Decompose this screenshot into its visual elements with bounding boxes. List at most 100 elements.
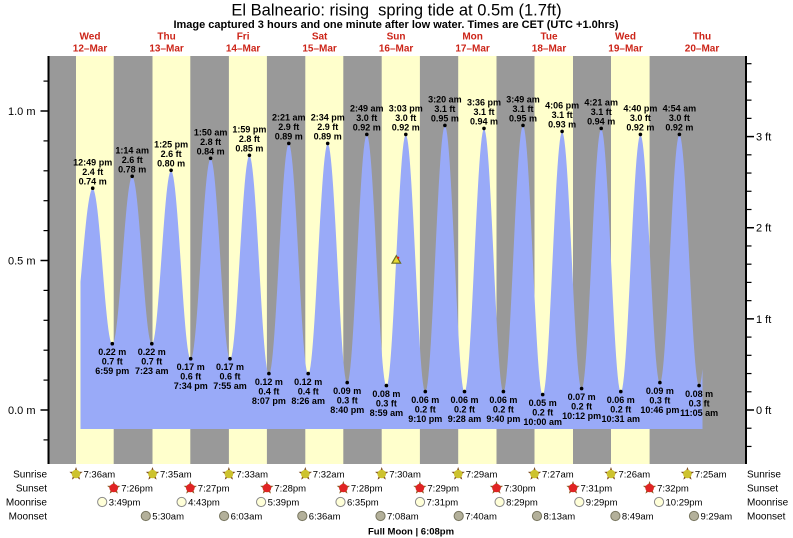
svg-text:Sunrise: Sunrise — [747, 470, 781, 481]
svg-text:0.4 ft: 0.4 ft — [258, 387, 279, 397]
svg-text:2:49 am: 2:49 am — [350, 104, 384, 114]
svg-text:2.6 ft: 2.6 ft — [161, 149, 182, 159]
svg-text:2.9 ft: 2.9 ft — [317, 122, 338, 132]
svg-text:5:39pm: 5:39pm — [268, 498, 300, 509]
svg-text:Thu: Thu — [157, 32, 175, 43]
svg-text:0.84 m: 0.84 m — [197, 147, 225, 157]
svg-text:4:54 am: 4:54 am — [663, 104, 697, 114]
svg-text:7:27am: 7:27am — [542, 470, 574, 481]
svg-text:Mon: Mon — [462, 32, 483, 43]
svg-text:8:40 pm: 8:40 pm — [330, 405, 364, 415]
svg-text:0.92 m: 0.92 m — [353, 123, 381, 133]
svg-text:0.22 m: 0.22 m — [98, 347, 126, 357]
svg-text:3.0 ft: 3.0 ft — [395, 113, 416, 123]
svg-text:0.0 m: 0.0 m — [8, 405, 36, 417]
svg-text:Sat: Sat — [312, 32, 328, 43]
svg-text:4:21 am: 4:21 am — [584, 98, 618, 108]
svg-text:7:26pm: 7:26pm — [121, 484, 153, 495]
svg-text:3.1 ft: 3.1 ft — [434, 104, 455, 114]
svg-text:2 ft: 2 ft — [756, 223, 771, 235]
svg-text:3:49pm: 3:49pm — [109, 498, 141, 509]
svg-text:3:20 am: 3:20 am — [428, 95, 462, 105]
svg-text:0.06 m: 0.06 m — [450, 395, 478, 405]
svg-text:7:28pm: 7:28pm — [351, 484, 383, 495]
svg-text:8:13am: 8:13am — [544, 512, 576, 523]
svg-text:0.22 m: 0.22 m — [138, 347, 166, 357]
svg-text:Sunset: Sunset — [16, 484, 47, 495]
svg-text:Moonset: Moonset — [747, 512, 786, 523]
svg-text:8:07 pm: 8:07 pm — [252, 396, 286, 406]
svg-text:2.8 ft: 2.8 ft — [239, 134, 260, 144]
svg-text:6:03am: 6:03am — [231, 512, 263, 523]
svg-text:16–Mar: 16–Mar — [379, 44, 414, 55]
svg-text:3:36 pm: 3:36 pm — [467, 98, 501, 108]
svg-text:0.17 m: 0.17 m — [177, 362, 205, 372]
svg-text:0.2 ft: 0.2 ft — [454, 405, 475, 415]
svg-text:7:26am: 7:26am — [619, 470, 651, 481]
svg-text:7:23 am: 7:23 am — [135, 366, 169, 376]
svg-text:0.12 m: 0.12 m — [294, 377, 322, 387]
svg-text:Moonrise: Moonrise — [747, 498, 789, 509]
svg-text:Sun: Sun — [387, 32, 406, 43]
svg-text:0.94 m: 0.94 m — [587, 117, 615, 127]
svg-text:0.2 ft: 0.2 ft — [493, 405, 514, 415]
svg-text:0.06 m: 0.06 m — [489, 395, 517, 405]
svg-text:0.07 m: 0.07 m — [568, 392, 596, 402]
svg-text:Moonset: Moonset — [9, 512, 48, 523]
svg-text:7:55 am: 7:55 am — [213, 381, 247, 391]
svg-text:7:31pm: 7:31pm — [427, 498, 459, 509]
svg-text:13–Mar: 13–Mar — [149, 44, 184, 55]
svg-text:18–Mar: 18–Mar — [532, 44, 567, 55]
svg-text:0.17 m: 0.17 m — [216, 362, 244, 372]
svg-text:7:27pm: 7:27pm — [198, 484, 230, 495]
svg-text:6:59 pm: 6:59 pm — [95, 366, 129, 376]
svg-text:1:25 pm: 1:25 pm — [154, 140, 188, 150]
svg-text:0.12 m: 0.12 m — [255, 377, 283, 387]
svg-text:0.09 m: 0.09 m — [646, 386, 674, 396]
svg-text:3 ft: 3 ft — [756, 132, 771, 144]
svg-text:0.92 m: 0.92 m — [626, 123, 654, 133]
svg-text:2.4 ft: 2.4 ft — [82, 167, 103, 177]
svg-text:9:40 pm: 9:40 pm — [486, 414, 520, 424]
svg-text:0.3 ft: 0.3 ft — [376, 399, 397, 409]
svg-text:3.1 ft: 3.1 ft — [552, 110, 573, 120]
svg-text:20–Mar: 20–Mar — [685, 44, 720, 55]
svg-text:2.6 ft: 2.6 ft — [122, 155, 143, 165]
svg-text:0.06 m: 0.06 m — [411, 395, 439, 405]
svg-text:0.6 ft: 0.6 ft — [219, 372, 240, 382]
svg-text:7:08am: 7:08am — [387, 512, 419, 523]
svg-text:1:59 pm: 1:59 pm — [232, 125, 266, 135]
svg-text:0.78 m: 0.78 m — [118, 165, 146, 175]
svg-text:0.94 m: 0.94 m — [470, 117, 498, 127]
svg-text:7:28pm: 7:28pm — [274, 484, 306, 495]
svg-text:7:35am: 7:35am — [160, 470, 192, 481]
svg-text:1:14 am: 1:14 am — [115, 146, 149, 156]
svg-text:9:28 am: 9:28 am — [448, 414, 482, 424]
svg-text:3.1 ft: 3.1 ft — [512, 104, 533, 114]
svg-text:0.3 ft: 0.3 ft — [689, 399, 710, 409]
svg-text:2:21 am: 2:21 am — [272, 113, 306, 123]
svg-text:2:34 pm: 2:34 pm — [311, 113, 345, 123]
svg-text:4:43pm: 4:43pm — [188, 498, 220, 509]
svg-text:2.9 ft: 2.9 ft — [278, 122, 299, 132]
svg-text:9:29pm: 9:29pm — [586, 498, 618, 509]
svg-text:9:29am: 9:29am — [701, 512, 733, 523]
svg-text:11:05 am: 11:05 am — [680, 408, 718, 418]
svg-text:0.08 m: 0.08 m — [372, 389, 400, 399]
svg-text:0.95 m: 0.95 m — [431, 114, 459, 124]
svg-text:7:32am: 7:32am — [313, 470, 345, 481]
svg-text:Full Moon | 6:08pm: Full Moon | 6:08pm — [368, 527, 454, 538]
svg-text:Sunrise: Sunrise — [13, 470, 47, 481]
svg-text:10:46 pm: 10:46 pm — [640, 405, 679, 415]
svg-text:El Balneario: rising spring t: El Balneario: rising spring tide at 0.5m… — [231, 2, 561, 20]
svg-text:14–Mar: 14–Mar — [226, 44, 261, 55]
svg-text:7:30pm: 7:30pm — [504, 484, 536, 495]
svg-text:Sunset: Sunset — [747, 484, 778, 495]
svg-text:7:33am: 7:33am — [236, 470, 268, 481]
svg-text:4:06 pm: 4:06 pm — [545, 101, 579, 111]
svg-text:0 ft: 0 ft — [756, 405, 771, 417]
svg-text:19–Mar: 19–Mar — [608, 44, 643, 55]
svg-text:9:10 pm: 9:10 pm — [408, 414, 442, 424]
svg-text:0.85 m: 0.85 m — [235, 144, 263, 154]
svg-text:8:59 am: 8:59 am — [370, 408, 404, 418]
